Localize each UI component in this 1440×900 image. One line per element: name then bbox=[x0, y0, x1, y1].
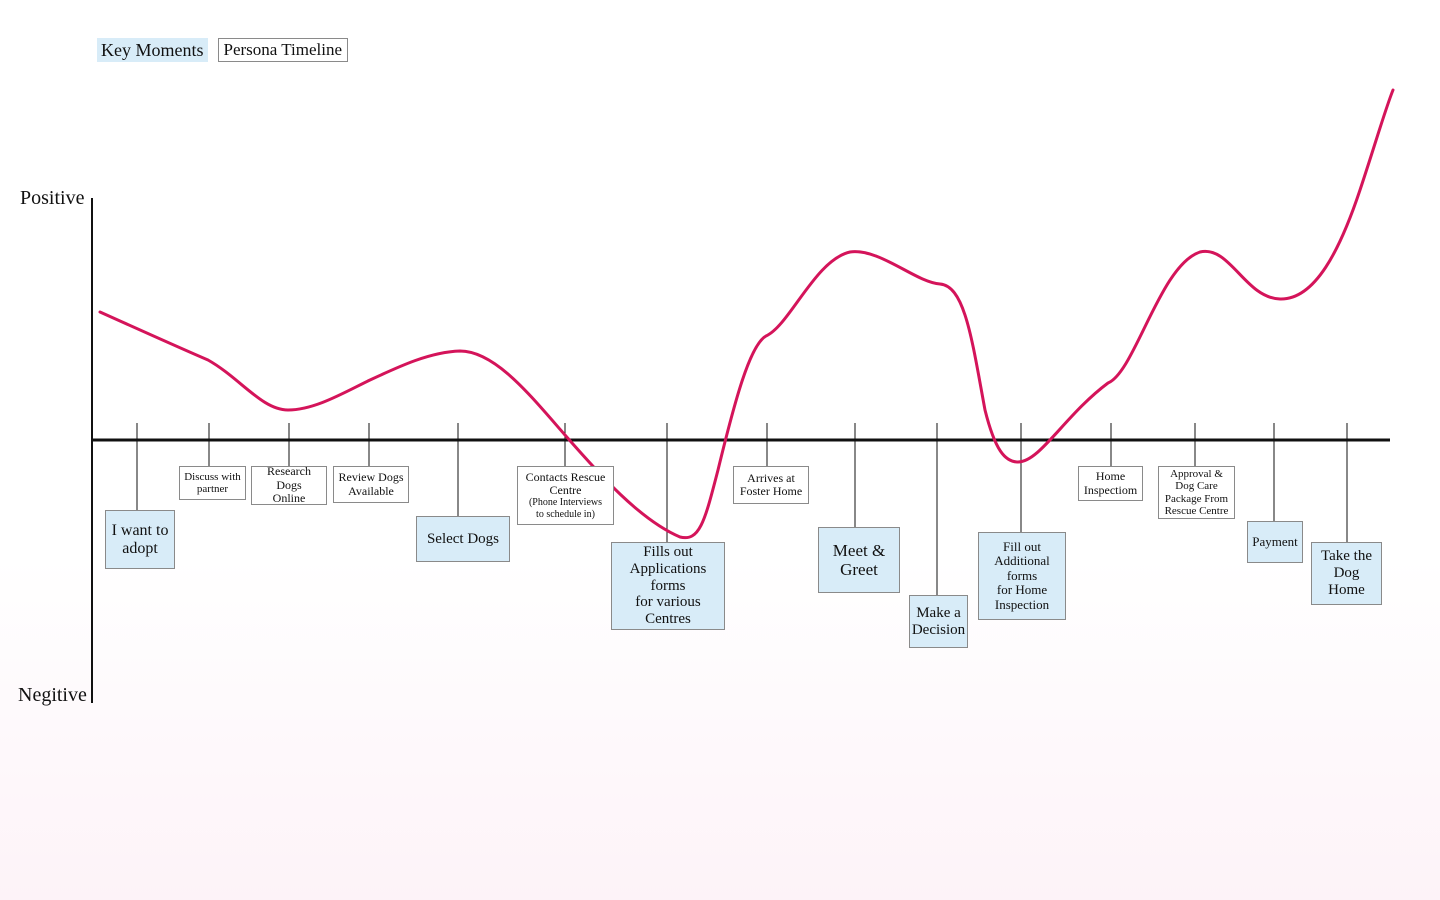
moment-arrives-foster: Arrives at Foster Home bbox=[733, 466, 809, 504]
moment-payment: Payment bbox=[1247, 521, 1303, 563]
moment-meet-greet: Meet & Greet bbox=[818, 527, 900, 593]
connectors bbox=[136, 423, 1348, 595]
moment-additional-forms: Fill out Additional forms for Home Inspe… bbox=[978, 532, 1066, 620]
moment-want-to-adopt: I want to adopt bbox=[105, 510, 175, 569]
moment-contacts-rescue-sub: (Phone Interviews to schedule in) bbox=[528, 497, 603, 520]
legend: Key Moments Persona Timeline bbox=[97, 38, 349, 62]
moment-contacts-rescue: Contacts Rescue Centre (Phone Interviews … bbox=[517, 466, 614, 525]
moment-review-dogs: Review Dogs Available bbox=[333, 466, 409, 503]
legend-key-moments: Key Moments bbox=[97, 38, 208, 62]
moment-take-dog-home: Take the Dog Home bbox=[1311, 542, 1382, 605]
moment-discuss-partner: Discuss with partner bbox=[179, 466, 246, 500]
axis-positive-label: Positive bbox=[20, 187, 85, 209]
moment-home-inspection: Home Inspectiom bbox=[1078, 466, 1143, 501]
moment-select-dogs: Select Dogs bbox=[416, 516, 510, 562]
moment-approval-package: Approval & Dog Care Package From Rescue … bbox=[1158, 466, 1235, 519]
legend-persona-timeline: Persona Timeline bbox=[217, 38, 349, 62]
emotion-curve bbox=[98, 88, 1395, 540]
axis-negative-label: Negitive bbox=[18, 684, 87, 706]
moment-make-decision: Make a Decision bbox=[909, 595, 968, 648]
moment-contacts-rescue-label: Contacts Rescue Centre bbox=[525, 469, 606, 497]
moment-fills-out-forms: Fills out Applications forms for various… bbox=[611, 542, 725, 630]
moment-research-dogs: Research Dogs Online bbox=[251, 465, 327, 505]
